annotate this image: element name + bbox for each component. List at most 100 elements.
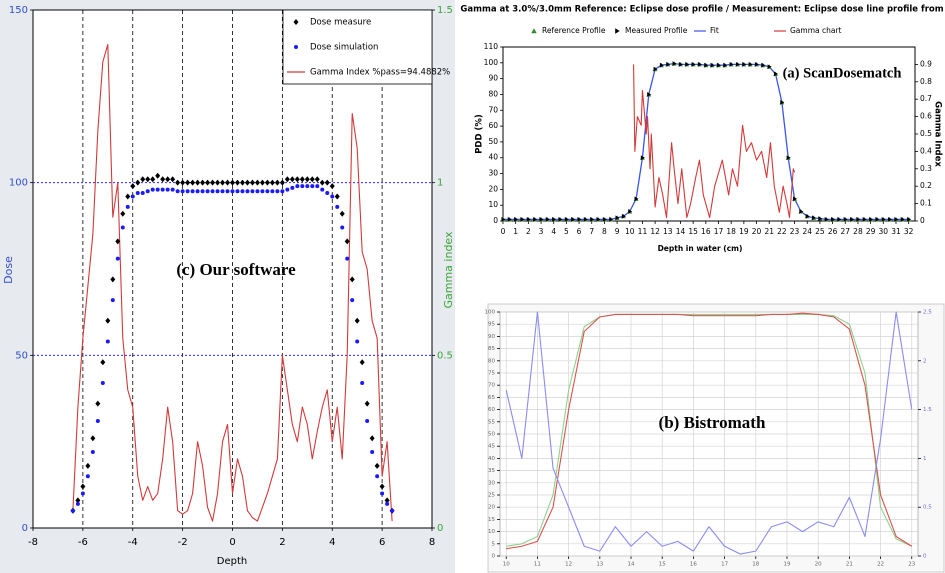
data-point: [364, 400, 370, 407]
data-point: [621, 213, 626, 219]
data-point: [264, 179, 270, 186]
y2-tick-label: 0.8: [920, 77, 932, 86]
legend-label: Reference Profile: [542, 26, 606, 35]
data-point: [360, 380, 365, 385]
x-tick-label: 21: [764, 227, 774, 236]
data-point: [265, 189, 270, 194]
x-tick-label: -8: [28, 537, 38, 548]
data-point: [334, 193, 340, 200]
y-tick-label: 30: [488, 480, 495, 486]
data-point: [220, 189, 225, 194]
data-point: [571, 217, 576, 222]
x-tick-label: -4: [128, 537, 138, 548]
data-point: [95, 400, 101, 407]
data-point: [289, 176, 295, 183]
y2-tick-label: 1: [437, 178, 443, 189]
y2-tick-label: 0.6: [920, 112, 932, 121]
data-point: [742, 62, 747, 67]
data-point: [520, 217, 525, 222]
x-tick-label: 30: [879, 227, 889, 236]
y-tick-label: 80: [488, 89, 498, 98]
x-tick-label: 22: [877, 562, 884, 568]
data-point: [80, 491, 85, 496]
x-tick-label: 13: [596, 562, 603, 568]
legend-label: Gamma Index %pass=94.4882%: [310, 68, 450, 78]
y-tick-label: 0: [493, 216, 498, 225]
x-tick-label: 12: [650, 227, 660, 236]
data-point: [70, 508, 75, 513]
y2-tick-label: 1.5: [923, 407, 932, 413]
data-point: [160, 187, 165, 192]
data-point: [305, 184, 310, 189]
x-tick-label: 3: [539, 227, 544, 236]
data-point: [748, 62, 753, 67]
data-point: [285, 187, 290, 192]
data-point: [130, 183, 136, 190]
y-tick-label: 110: [484, 42, 499, 51]
data-point: [290, 185, 295, 190]
data-line: [506, 313, 912, 547]
y-tick-label: 25: [488, 493, 495, 499]
x-tick-label: 16: [701, 227, 711, 236]
data-point: [120, 210, 126, 217]
x-tick-label: 27: [841, 227, 851, 236]
y-tick-label: 90: [488, 334, 495, 340]
x-tick-label: 17: [721, 562, 728, 568]
x-tick-label: 23: [790, 227, 800, 236]
data-point: [577, 217, 582, 222]
x-tick-label: 5: [564, 227, 569, 236]
data-line: [506, 312, 913, 550]
y-tick-label: 60: [488, 407, 495, 413]
y2-tick-label: 0.5: [923, 505, 932, 511]
x-tick-label: 10: [503, 562, 510, 568]
data-point: [501, 217, 506, 222]
y-tick-label: 35: [488, 468, 495, 474]
x-tick-label: 0: [501, 227, 506, 236]
data-point: [723, 62, 728, 68]
data-point: [145, 189, 150, 194]
data-point: [602, 217, 607, 222]
data-point: [339, 210, 345, 217]
x-tick-label: 4: [329, 537, 335, 548]
data-point: [379, 483, 385, 490]
data-point: [526, 217, 531, 222]
data-point: [125, 193, 131, 200]
y2-tick-label: 2: [923, 358, 927, 364]
data-point: [628, 209, 633, 214]
data-point: [888, 217, 893, 222]
data-point: [220, 179, 226, 186]
data-point: [590, 217, 595, 222]
data-point: [200, 189, 205, 194]
legend-box: [282, 9, 433, 85]
y-tick-label: 50: [488, 432, 495, 438]
data-point: [324, 179, 330, 186]
data-point: [170, 187, 175, 192]
data-point: [125, 204, 130, 209]
data-point: [345, 256, 350, 261]
data-point: [135, 179, 141, 186]
data-point: [691, 62, 696, 67]
y2-tick-label: 0.5: [920, 129, 932, 138]
data-point: [856, 217, 861, 222]
y-tick-label: 150: [9, 5, 28, 16]
data-point: [294, 45, 298, 49]
data-point: [140, 191, 145, 196]
data-point: [350, 298, 355, 303]
data-point: [75, 501, 80, 506]
data-point: [640, 155, 645, 161]
data-point: [818, 216, 823, 222]
x-tick-label: 24: [802, 227, 812, 236]
data-point: [672, 61, 677, 67]
data-point: [150, 176, 156, 183]
x-tick-label: -6: [78, 537, 88, 548]
data-point: [786, 155, 791, 161]
data-point: [615, 215, 620, 221]
x-tick-label: 11: [638, 227, 648, 236]
data-point: [100, 380, 105, 385]
data-point: [95, 418, 100, 423]
y-tick-label: 50: [488, 137, 498, 146]
x-tick-label: 4: [551, 227, 556, 236]
data-point: [255, 189, 260, 194]
data-point: [609, 217, 614, 222]
